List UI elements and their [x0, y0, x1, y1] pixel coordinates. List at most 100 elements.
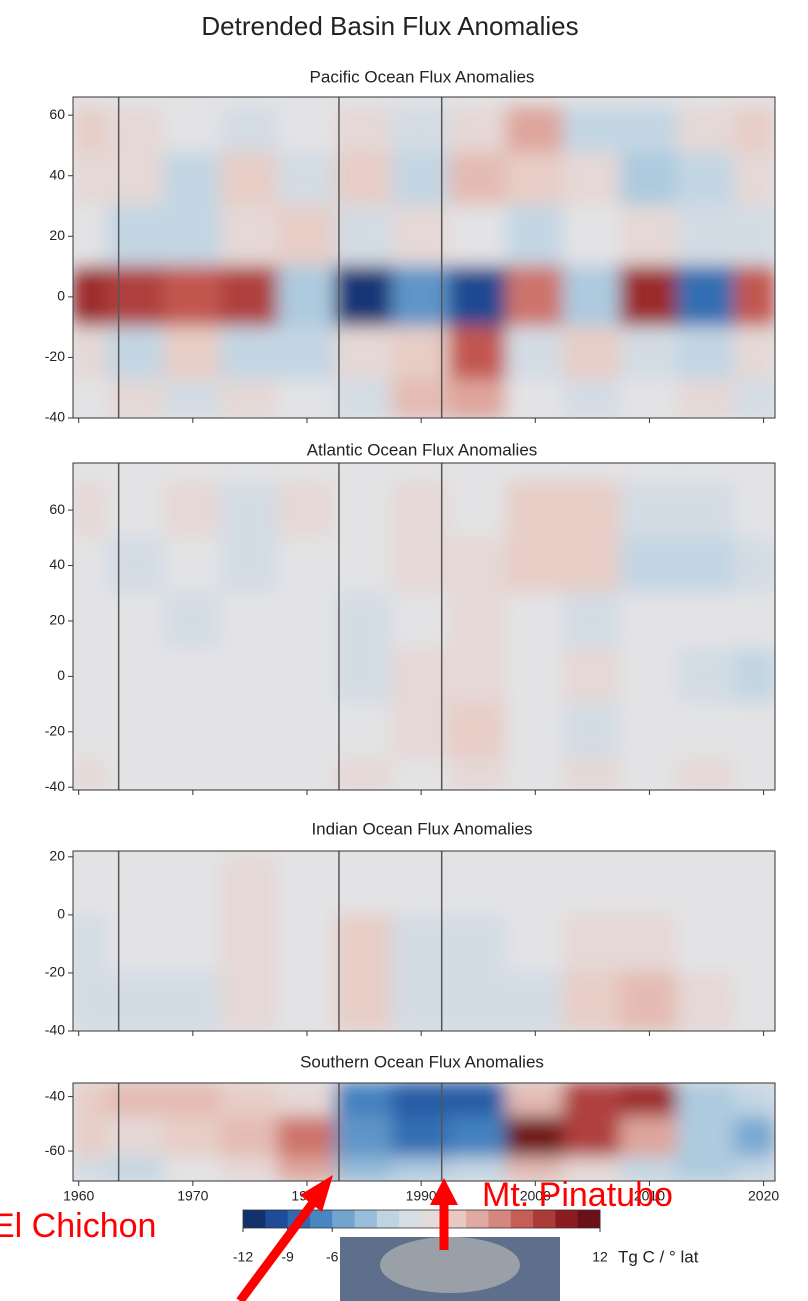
- heat-cell: [163, 1156, 223, 1181]
- heat-cell: [619, 1116, 679, 1159]
- heat-cell: [448, 647, 508, 706]
- heat-cell: [619, 536, 679, 595]
- heat-cell: [220, 326, 280, 382]
- y-tick-label: -20: [45, 723, 65, 739]
- heat-cell: [562, 152, 622, 208]
- heat-cell: [277, 265, 337, 329]
- heat-cell: [277, 1156, 337, 1181]
- plot-frame: [72, 462, 776, 791]
- x-tick-label: 2010: [634, 1188, 665, 1204]
- colorbar-segment: [533, 1210, 556, 1228]
- heat-cell: [163, 913, 223, 974]
- heat-cell: [734, 592, 775, 650]
- heat-cell: [334, 481, 394, 539]
- heat-cell: [334, 106, 394, 155]
- heat-cell: [220, 152, 280, 208]
- heat-cell: [106, 913, 166, 974]
- heat-cell: [734, 1083, 775, 1119]
- heat-cell: [562, 855, 622, 916]
- y-tick-label: 20: [49, 227, 65, 243]
- heat-cell: [163, 758, 223, 790]
- heat-cell: [391, 758, 451, 790]
- heat-cell: [619, 592, 679, 650]
- y-tick-label: 0: [57, 667, 65, 683]
- heat-cell: [163, 205, 223, 268]
- heat-cell: [676, 1116, 737, 1159]
- heat-cell: [619, 205, 679, 268]
- panel-title: Indian Ocean Flux Anomalies: [311, 819, 532, 838]
- heat-cell: [619, 1156, 679, 1181]
- heat-cell: [220, 205, 280, 268]
- heat-cell: [277, 379, 337, 418]
- heat-cell: [448, 758, 508, 790]
- heat-cells: [73, 106, 775, 418]
- heat-cell: [277, 971, 337, 1031]
- heat-cell: [505, 703, 565, 761]
- heat-cell: [106, 855, 166, 916]
- heat-cell: [505, 152, 565, 208]
- heat-cells: [73, 1083, 775, 1181]
- heat-cell: [734, 326, 775, 382]
- y-tick-label: 0: [57, 288, 65, 304]
- heat-cell: [73, 913, 109, 974]
- colorbar-segment: [332, 1210, 356, 1228]
- heat-cells: [73, 855, 775, 1031]
- heat-cell: [106, 1156, 166, 1181]
- heat: [73, 481, 775, 790]
- heat-cell: [619, 647, 679, 706]
- volcano-plume: [380, 1237, 520, 1293]
- heat-cell: [448, 703, 508, 761]
- heat-cell: [562, 1083, 622, 1119]
- heat-cell: [619, 758, 679, 790]
- y-tick-label: 60: [49, 106, 65, 122]
- heat-cell: [619, 152, 679, 208]
- colorbar-segment: [510, 1210, 534, 1228]
- heat: [73, 106, 775, 418]
- heat-cells: [73, 481, 775, 790]
- y-tick-label: -20: [45, 348, 65, 364]
- heat-cell: [562, 703, 622, 761]
- heat-cell: [391, 265, 451, 329]
- heat-cell: [676, 205, 737, 268]
- heat-cell: [734, 971, 775, 1031]
- heat-cell: [448, 379, 508, 418]
- heat-cell: [73, 971, 109, 1031]
- heat-cell: [334, 536, 394, 595]
- colorbar-label: Tg C / ° lat: [618, 1247, 699, 1266]
- heat-cell: [619, 379, 679, 418]
- heat-cell: [220, 647, 280, 706]
- colorbar-segment: [243, 1210, 266, 1228]
- heat-cell: [676, 379, 737, 418]
- colorbar-segment: [555, 1210, 579, 1228]
- heat-cell: [277, 703, 337, 761]
- heat-cell: [106, 481, 166, 539]
- heat-cell: [448, 971, 508, 1031]
- y-tick-label: 40: [49, 556, 65, 572]
- colorbar-tick-label: -9: [281, 1249, 294, 1265]
- heat-cell: [391, 326, 451, 382]
- heat-cell: [562, 971, 622, 1031]
- colorbar-segment: [443, 1210, 467, 1228]
- heat-cell: [277, 326, 337, 382]
- heat-cell: [448, 913, 508, 974]
- arrow-shaft: [236, 1193, 322, 1301]
- heat-cell: [163, 592, 223, 650]
- y-tick-label: 60: [49, 501, 65, 517]
- heat-cell: [220, 703, 280, 761]
- heat-cell: [277, 647, 337, 706]
- heat-cell: [334, 647, 394, 706]
- heat-cell: [562, 913, 622, 974]
- plot-frame: [72, 850, 776, 1032]
- heat-cell: [73, 265, 109, 329]
- heat-cell: [734, 106, 775, 155]
- heat-cell: [220, 592, 280, 650]
- heat-cell: [73, 326, 109, 382]
- heat-cell: [391, 647, 451, 706]
- heat-cell: [163, 106, 223, 155]
- heat-cell: [277, 1116, 337, 1159]
- heat-cell: [277, 592, 337, 650]
- heat-cell: [505, 481, 565, 539]
- heat-cell: [448, 592, 508, 650]
- panel-title: Southern Ocean Flux Anomalies: [300, 1052, 544, 1071]
- heat-cell: [334, 592, 394, 650]
